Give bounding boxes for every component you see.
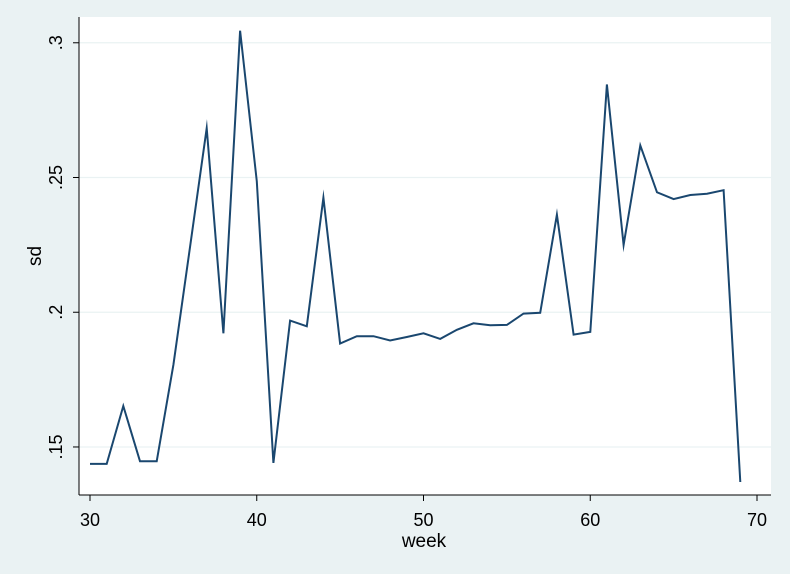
- y-tick-label: .2: [46, 305, 66, 320]
- y-tick-label: .3: [46, 35, 66, 50]
- x-tick-label: 40: [247, 510, 267, 530]
- x-tick-label: 70: [747, 510, 767, 530]
- y-axis-ticks: .15 .2 .25 .3: [46, 35, 79, 459]
- x-tick-label: 50: [413, 510, 433, 530]
- x-tick-label: 30: [80, 510, 100, 530]
- x-axis-title: week: [401, 531, 447, 552]
- gridlines: [79, 42, 771, 448]
- x-tick-label: 60: [580, 510, 600, 530]
- axes: [78, 17, 771, 496]
- x-axis-ticks: 30 40 50 60 70: [80, 495, 767, 530]
- series-lines: [90, 30, 742, 483]
- series-line: [90, 30, 742, 483]
- plot-area: [79, 17, 771, 495]
- y-axis-title: sd: [25, 246, 46, 266]
- y-tick-label: .15: [46, 434, 66, 459]
- y-tick-label: .25: [46, 165, 66, 190]
